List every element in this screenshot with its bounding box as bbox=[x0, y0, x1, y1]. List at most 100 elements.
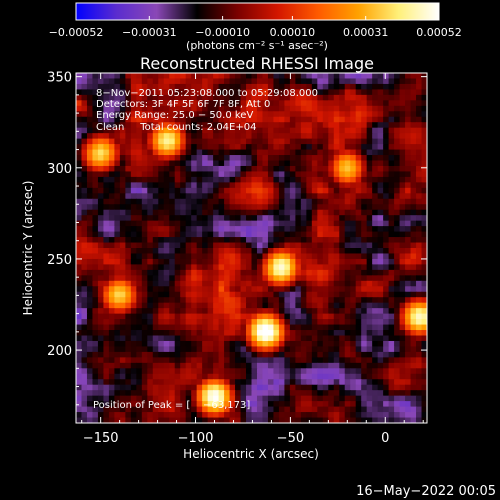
heatmap-cell bbox=[180, 302, 187, 309]
heatmap-cell bbox=[251, 133, 258, 140]
heatmap-cell bbox=[97, 220, 105, 227]
heatmap-cell bbox=[278, 379, 286, 386]
heatmap-cell bbox=[136, 291, 143, 298]
heatmap-cell bbox=[207, 302, 214, 309]
heatmap-cell bbox=[399, 384, 406, 391]
heatmap-cell bbox=[213, 395, 220, 402]
heatmap-cell bbox=[388, 122, 395, 129]
heatmap-cell bbox=[240, 122, 247, 129]
heatmap-cell bbox=[152, 330, 159, 337]
heatmap-cell bbox=[97, 351, 105, 358]
y-tick-label: 350 bbox=[47, 71, 72, 86]
heatmap-cell bbox=[103, 275, 110, 282]
heatmap-cell bbox=[97, 401, 105, 408]
heatmap-cell bbox=[141, 395, 148, 402]
heatmap-cell bbox=[295, 269, 302, 276]
heatmap-cell bbox=[163, 231, 170, 238]
heatmap-cell bbox=[246, 133, 253, 140]
heatmap-cell bbox=[152, 335, 159, 342]
heatmap-cell bbox=[185, 215, 192, 222]
heatmap-cell bbox=[333, 264, 340, 271]
heatmap-cell bbox=[328, 335, 335, 342]
heatmap-cell bbox=[421, 286, 427, 293]
heatmap-cell bbox=[328, 73, 335, 80]
heatmap-cell bbox=[289, 286, 296, 293]
heatmap-cell bbox=[207, 237, 214, 244]
heatmap-cell bbox=[114, 160, 121, 167]
heatmap-cell bbox=[306, 138, 313, 145]
heatmap-cell bbox=[372, 204, 379, 211]
heatmap-cell bbox=[350, 111, 357, 118]
heatmap-cell bbox=[103, 242, 110, 249]
heatmap-cell bbox=[125, 171, 132, 178]
colorbar-tick-label: 0.00010 bbox=[270, 26, 316, 39]
heatmap-cell bbox=[229, 258, 236, 266]
heatmap-cell bbox=[306, 144, 313, 151]
heatmap-cell bbox=[289, 346, 296, 353]
heatmap-cell bbox=[355, 346, 362, 353]
heatmap-cell bbox=[372, 73, 379, 80]
colorbar-gradient bbox=[76, 3, 439, 20]
heatmap-cell bbox=[267, 122, 275, 129]
heatmap-cell bbox=[224, 302, 231, 309]
heatmap-cell bbox=[114, 330, 121, 337]
heatmap-cell bbox=[174, 351, 181, 358]
heatmap-cell bbox=[125, 417, 132, 423]
heatmap-cell bbox=[366, 248, 373, 255]
heatmap-cell bbox=[213, 264, 220, 271]
heatmap-cell bbox=[86, 220, 94, 227]
heatmap-cell bbox=[158, 237, 165, 244]
heatmap-cell bbox=[295, 73, 302, 80]
heatmap-cell bbox=[180, 324, 187, 331]
heatmap-cell bbox=[262, 253, 269, 260]
heatmap-cell bbox=[92, 373, 99, 380]
heatmap-cell bbox=[174, 155, 181, 162]
heatmap-cell bbox=[421, 417, 427, 423]
heatmap-cell bbox=[114, 357, 121, 364]
heatmap-cell bbox=[246, 346, 253, 353]
heatmap-cell bbox=[366, 324, 373, 331]
heatmap-cell bbox=[295, 144, 302, 151]
heatmap-cell bbox=[388, 384, 395, 391]
heatmap-cell bbox=[300, 187, 307, 194]
heatmap-cell bbox=[361, 302, 368, 309]
heatmap-cell bbox=[202, 357, 209, 364]
heatmap-cell bbox=[114, 193, 121, 200]
heatmap-cell bbox=[240, 198, 247, 205]
heatmap-cell bbox=[333, 111, 340, 118]
heatmap-cell bbox=[300, 94, 307, 101]
heatmap-cell bbox=[141, 155, 148, 162]
heatmap-cell bbox=[311, 171, 318, 178]
heatmap-cell bbox=[114, 248, 121, 255]
heatmap-cell bbox=[92, 111, 99, 118]
heatmap-cell bbox=[218, 406, 225, 413]
heatmap-cell bbox=[394, 89, 401, 96]
heatmap-cell bbox=[103, 100, 110, 107]
heatmap-cell bbox=[86, 133, 94, 140]
heatmap-cell bbox=[218, 335, 225, 342]
heatmap-cell bbox=[108, 165, 115, 173]
heatmap-cell bbox=[421, 78, 427, 85]
heatmap-cell bbox=[125, 220, 132, 227]
heatmap-cell bbox=[289, 133, 296, 140]
heatmap-cell bbox=[317, 176, 324, 183]
heatmap-cell bbox=[240, 417, 247, 423]
heatmap-cell bbox=[174, 412, 181, 419]
heatmap-cell bbox=[147, 176, 154, 183]
heatmap-cell bbox=[416, 149, 423, 156]
heatmap-cell bbox=[405, 155, 412, 162]
colorbar-ticks: −0.00052 −0.00031 −0.00010 0.00010 0.00031 0.… bbox=[49, 16, 462, 39]
heatmap-cell bbox=[284, 330, 291, 337]
heatmap-cell bbox=[410, 330, 417, 337]
heatmap-cell bbox=[163, 73, 170, 80]
heatmap-cell bbox=[361, 133, 368, 140]
heatmap-cell bbox=[158, 379, 165, 386]
heatmap-cell bbox=[262, 297, 269, 304]
heatmap-cell bbox=[141, 133, 148, 140]
heatmap-cell bbox=[174, 401, 181, 408]
heatmap-cell bbox=[256, 401, 264, 408]
heatmap-cell bbox=[163, 78, 170, 85]
heatmap-cell bbox=[125, 324, 132, 331]
heatmap-cell bbox=[246, 269, 253, 276]
heatmap-cell bbox=[180, 94, 187, 101]
